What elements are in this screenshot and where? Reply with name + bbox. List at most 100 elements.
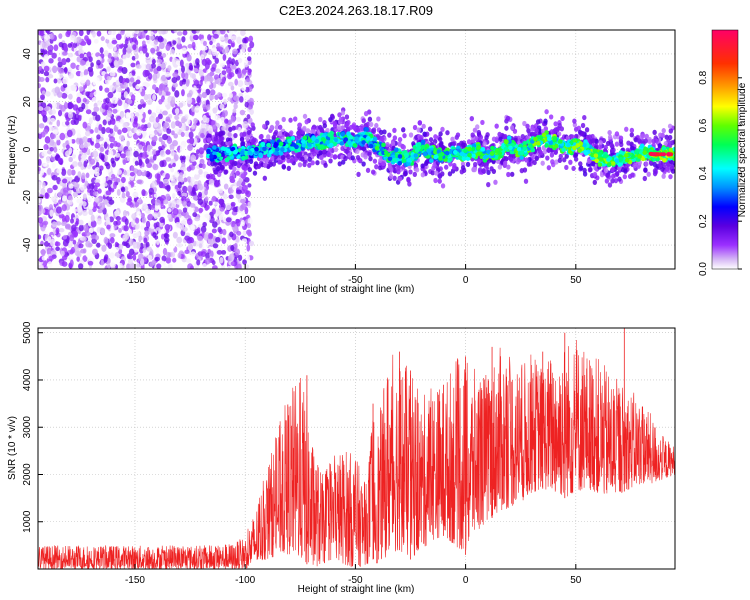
signal-halo-point [624, 126, 629, 132]
noise-point [144, 82, 151, 88]
noise-point [103, 236, 109, 245]
noise-point [224, 45, 230, 53]
noise-point [99, 146, 105, 153]
signal-halo-point [652, 171, 658, 177]
signal-halo-point [233, 132, 238, 139]
noise-point [217, 226, 222, 233]
noise-point [198, 64, 203, 71]
noise-point [109, 236, 115, 244]
signal-halo-point [661, 173, 666, 179]
noise-point [79, 71, 84, 78]
noise-point [221, 237, 227, 244]
noise-point [47, 261, 53, 268]
noise-point [174, 90, 180, 98]
noise-point [147, 122, 152, 129]
noise-point [204, 196, 209, 202]
noise-point [82, 255, 88, 263]
noise-point [98, 124, 103, 131]
noise-point [155, 105, 161, 113]
signal-halo-point [297, 128, 302, 135]
noise-point [61, 204, 67, 212]
noise-point [94, 142, 101, 149]
noise-point [78, 30, 84, 37]
noise-point [170, 167, 174, 173]
noise-point [236, 116, 241, 123]
noise-point [126, 200, 133, 206]
signal-halo-point [607, 129, 612, 136]
signal-halo-point [584, 127, 590, 133]
noise-point [196, 84, 202, 89]
noise-point [62, 234, 68, 240]
noise-point [199, 30, 205, 35]
signal-halo-point [219, 165, 225, 171]
noise-point [152, 94, 157, 101]
noise-point [146, 162, 153, 168]
noise-point [42, 128, 49, 135]
noise-point [71, 207, 77, 214]
noise-point [58, 199, 62, 205]
signal-halo-point [544, 109, 549, 115]
noise-point [152, 212, 159, 218]
noise-point [56, 119, 61, 127]
noise-point [167, 208, 172, 213]
signal-halo-point [239, 136, 245, 143]
noise-point [77, 171, 82, 178]
signal-halo-point [380, 136, 385, 142]
signal-halo-point [557, 157, 563, 163]
noise-point [44, 136, 51, 144]
top-noise-scatter [38, 30, 255, 269]
noise-point [54, 241, 61, 247]
signal-halo-point [368, 156, 373, 162]
noise-point [201, 58, 208, 66]
noise-point [216, 249, 223, 255]
noise-point [230, 244, 235, 252]
noise-point [82, 193, 87, 201]
noise-point [150, 47, 156, 54]
noise-point [221, 76, 226, 85]
noise-point [201, 163, 206, 169]
noise-point [121, 176, 126, 184]
noise-point [177, 181, 182, 189]
signal-halo-point [374, 164, 379, 170]
noise-point [123, 224, 129, 232]
noise-point [212, 201, 219, 206]
noise-point [45, 30, 51, 33]
signal-halo-point [510, 171, 515, 177]
noise-point [105, 163, 111, 170]
noise-point [93, 38, 99, 44]
noise-point [88, 204, 94, 210]
signal-halo-point [557, 122, 562, 129]
noise-point [136, 129, 142, 136]
noise-point [121, 140, 127, 146]
noise-point [188, 131, 194, 139]
signal-halo-point [437, 136, 443, 142]
noise-point [247, 56, 252, 62]
noise-point [89, 158, 96, 165]
noise-point [66, 129, 73, 138]
noise-point [43, 71, 50, 77]
noise-point [55, 135, 61, 141]
signal-halo-point [503, 134, 508, 140]
noise-point [211, 114, 218, 121]
noise-point [134, 224, 140, 230]
noise-point [127, 254, 133, 260]
noise-point [174, 222, 181, 229]
noise-point [46, 156, 51, 164]
noise-point [239, 204, 244, 212]
noise-point [141, 203, 148, 210]
noise-point [106, 66, 111, 72]
noise-point [61, 58, 67, 66]
signal-halo-point [433, 134, 438, 140]
signal-core-point [429, 158, 434, 163]
noise-point [200, 251, 207, 257]
noise-point [180, 131, 185, 138]
noise-point [186, 176, 192, 183]
signal-halo-point [300, 156, 305, 162]
signal-halo-point [328, 116, 333, 123]
noise-point [181, 125, 186, 132]
noise-point [213, 33, 219, 39]
signal-halo-point [376, 116, 381, 122]
noise-point [79, 144, 85, 149]
signal-halo-point [623, 168, 628, 174]
noise-point [52, 65, 58, 74]
